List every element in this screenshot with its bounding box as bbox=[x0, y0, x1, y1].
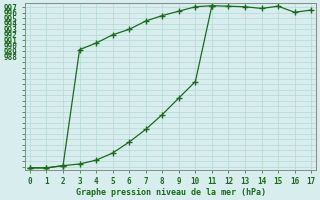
X-axis label: Graphe pression niveau de la mer (hPa): Graphe pression niveau de la mer (hPa) bbox=[76, 188, 266, 197]
